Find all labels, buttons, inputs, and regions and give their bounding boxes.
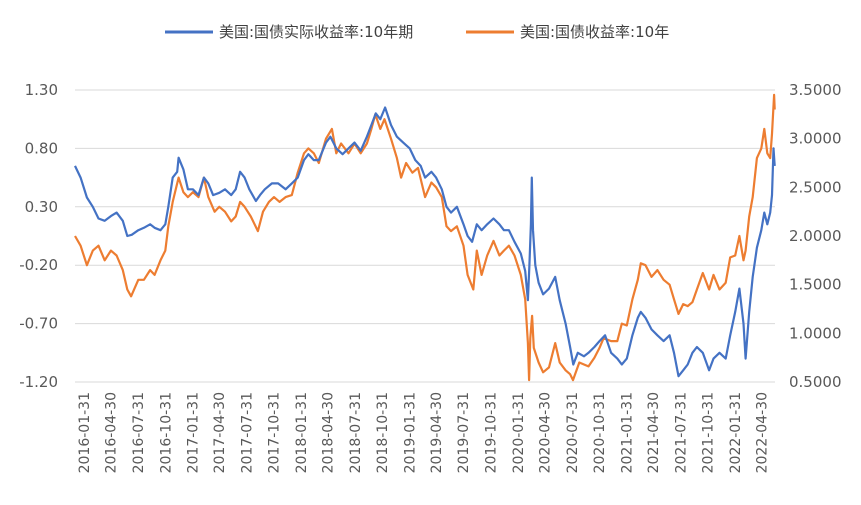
y-axis-right: 3.5000 3.0000 2.5000 2.0000 1.5000 1.0000 0.50… (789, 81, 842, 391)
y-left-tick-label: 0.30 (25, 198, 58, 216)
x-tick-label: 2018-07-31 (348, 392, 364, 473)
gridlines (75, 89, 775, 383)
y-left-tick-label: -0.20 (19, 256, 58, 274)
y-left-tick-label: 0.80 (25, 139, 58, 157)
x-tick-label: 2019-01-31 (402, 392, 418, 473)
series-lines (74, 93, 776, 382)
x-tick-label: 2017-04-30 (212, 392, 228, 473)
x-tick-label: 2017-01-31 (186, 392, 202, 473)
x-tick-label: 2020-04-30 (538, 392, 554, 473)
x-tick-label: 2021-04-30 (646, 392, 662, 473)
y-left-tick-label: 1.30 (25, 81, 58, 99)
x-tick-label: 2022-04-30 (754, 392, 770, 473)
x-tick-label: 2019-10-31 (483, 392, 499, 473)
x-tick-label: 2018-10-31 (375, 392, 391, 473)
x-tick-label: 2016-07-31 (131, 392, 147, 473)
x-tick-label: 2020-07-31 (565, 392, 581, 473)
y-right-tick-label: 2.0000 (789, 227, 842, 245)
x-tick-label: 2019-07-31 (456, 392, 472, 473)
y-right-tick-label: 0.5000 (789, 373, 842, 391)
x-tick-label: 2016-01-31 (77, 392, 93, 473)
y-left-tick-label: -1.20 (19, 373, 58, 391)
y-right-tick-label: 1.0000 (789, 324, 842, 342)
x-tick-label: 2021-10-31 (701, 392, 717, 473)
x-tick-label: 2022-01-31 (728, 392, 744, 473)
x-tick-label: 2019-04-30 (429, 392, 445, 473)
series-line-real-yield (74, 106, 776, 378)
chart-legend: 美国:国债实际收益率:10年期 美国:国债收益率:10年 (165, 23, 669, 41)
x-tick-label: 2018-01-31 (294, 392, 310, 473)
x-tick-label: 2021-01-31 (620, 392, 636, 473)
x-tick-label: 2020-01-31 (511, 392, 527, 473)
y-axis-left: 1.30 0.80 0.30 -0.20 -0.70 -1.20 (19, 81, 58, 391)
y-right-tick-label: 1.5000 (789, 276, 842, 294)
x-tick-label: 2017-10-31 (267, 392, 283, 473)
x-tick-label: 2016-10-31 (158, 392, 174, 473)
y-right-tick-label: 2.5000 (789, 178, 842, 196)
legend-label-nominal-yield: 美国:国债收益率:10年 (520, 23, 669, 41)
y-left-tick-label: -0.70 (19, 315, 58, 333)
x-tick-label: 2021-07-31 (673, 392, 689, 473)
x-tick-label: 2017-07-31 (239, 392, 255, 473)
y-right-tick-label: 3.0000 (789, 130, 842, 148)
legend-label-real-yield: 美国:国债实际收益率:10年期 (219, 23, 413, 41)
x-axis: 2016-01-31 2016-04-30 2016-07-31 2016-10-31… (77, 392, 770, 473)
y-right-tick-label: 3.5000 (789, 81, 842, 99)
x-tick-label: 2018-04-30 (320, 392, 336, 473)
x-tick-label: 2016-04-30 (104, 392, 120, 473)
x-tick-label: 2020-10-31 (592, 392, 608, 473)
